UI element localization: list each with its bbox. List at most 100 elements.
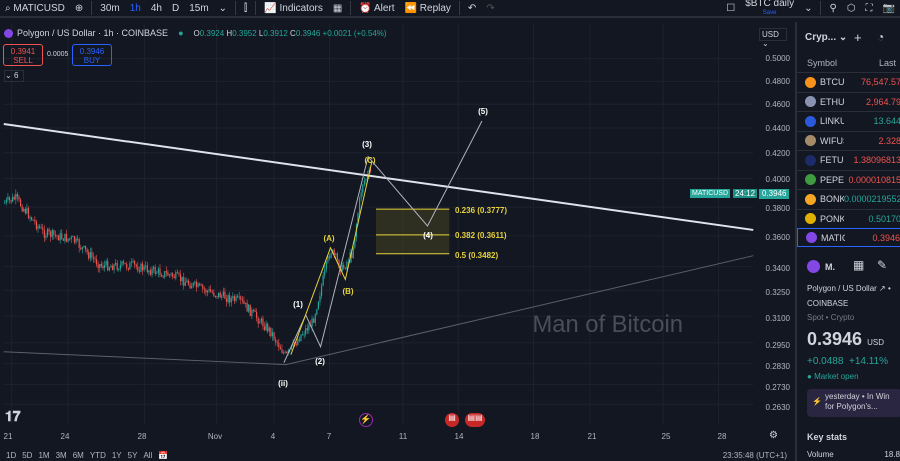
range-5d[interactable]: 5D [22,451,33,460]
time-axis[interactable]: 21 24 28 Nov 4 7 11 14 18 21 25 28 [0,428,795,444]
event-lightning-icon[interactable]: ⚡ [359,413,373,427]
detail-price: 0.3946 USD [807,329,884,350]
economic-event-us-icon[interactable]: ▤ [445,413,459,427]
currency-select[interactable]: USD ⌄ [759,28,787,48]
candle [311,318,313,327]
watchlist-symbol: WIFUSD [820,135,844,146]
range-ytd[interactable]: YTD [89,451,106,460]
tradingview-logo-icon[interactable]: 𝟏𝟕 [5,408,21,424]
alert-button[interactable]: ⏰ Alert [359,2,395,14]
interval-dropdown-icon[interactable]: ⌄ [218,2,228,14]
range-all[interactable]: All [143,451,153,460]
time-tick: 14 [454,432,464,441]
economic-event-us-group-icon[interactable]: ▤▤ [465,413,485,427]
advanced-view-icon[interactable]: ◔ [877,30,885,44]
candle [254,310,256,312]
range-1m[interactable]: 1M [38,451,50,460]
time-tick: 18 [530,432,540,441]
interval-1h[interactable]: 1h [129,2,141,14]
watchlist-row[interactable]: BONKUSD0.0000219552 [797,189,900,208]
candle-type-icon[interactable]: ⫿ [244,2,248,14]
redo-icon[interactable]: ↷ [486,2,495,14]
candle [294,342,296,344]
watchlist-row[interactable]: MATICUSD 0.3946 [797,228,900,247]
watchlist-row[interactable]: LINKUSD 13.644 [797,111,900,130]
price-tick: 0.4600 [765,100,790,109]
candle [149,270,152,275]
range-3m[interactable]: 3M [55,451,67,460]
candle [316,309,318,315]
range-5y[interactable]: 5Y [127,451,138,460]
sell-label: SELL [13,56,33,65]
legend-title[interactable]: Polygon / US Dollar · 1h · COINBASE [17,28,169,38]
save-label: Save [762,9,777,16]
watchlist-name[interactable]: Cryp... ⌄ [805,32,848,43]
news-lightning-icon: ⚡ [812,397,822,406]
candle [184,282,186,286]
fib-label-0236: 0.236 (0.3777) [455,206,508,215]
buy-button[interactable]: 0.3946 BUY [72,44,112,66]
candle [197,283,199,288]
news-item[interactable]: ⚡ yesterday • In Win for Polygon's... [807,389,900,417]
layouts-icon[interactable]: ▦ [332,2,343,14]
watchlist-row[interactable]: BTCUSD 76,547.57 [797,72,900,91]
candle [205,289,207,293]
price-tick: 0.3800 [765,204,790,213]
price-axis[interactable]: USD ⌄ 0.5000 0.4800 0.4600 0.4400 0.4200 0.40… [757,24,795,428]
trendline-upper[interactable] [3,123,754,231]
candle [126,263,128,268]
date-range-icon[interactable]: 📅 [158,451,169,460]
indicators-button[interactable]: 📈 Indicators [264,2,323,14]
grid-view-icon[interactable]: ▦ [853,258,865,272]
watchlist-row[interactable]: PEPEUSD 0.000010815 [797,169,900,189]
price-chart[interactable]: Man of Bitcoin [0,24,757,424]
fib-zone[interactable] [376,209,450,254]
edit-icon[interactable]: ✎ [877,258,888,272]
candle [249,304,251,317]
interval-30m[interactable]: 30m [100,2,120,14]
watchlist-row[interactable]: ETHUSD 2,964.79 [797,91,900,111]
watchlist-row[interactable]: FETUSD 1.38096813 [797,150,900,169]
candle [351,252,353,258]
add-symbol-icon[interactable]: ⊕ [74,2,84,14]
detail-price-value: 0.3946 [807,329,863,349]
price-tick: 0.4400 [765,124,790,133]
layout-dropdown-icon[interactable]: ⌄ [804,2,813,14]
candle [210,289,212,292]
camera-icon[interactable]: 📷 [882,2,895,14]
undo-icon[interactable]: ↶ [467,2,477,14]
candle [65,233,68,242]
candle [121,261,123,265]
fib-label-05: 0.5 (0.3482) [455,251,499,260]
layout-icon[interactable]: ☐ [726,2,736,14]
candle [179,274,182,282]
interval-15m[interactable]: 15m [189,2,209,14]
column-symbol[interactable]: Symbol [807,58,838,68]
watchlist-row[interactable]: WIFUSD 2.328 [797,130,900,150]
interval-d[interactable]: D [171,2,180,14]
candle [151,268,153,275]
candle [206,290,209,293]
add-symbol-plus-icon[interactable]: + [854,30,862,45]
range-1y[interactable]: 1Y [111,451,122,460]
candle [295,343,297,345]
trendline-lower[interactable] [3,255,754,366]
symbol-search[interactable]: ⌕ MATICUSD [5,2,65,14]
candle [23,208,25,212]
collapse-indicators-button[interactable]: ⌄ 6 [4,70,24,82]
range-1d[interactable]: 1D [6,451,17,460]
range-6m[interactable]: 6M [72,451,84,460]
fullscreen-icon[interactable]: ⛶ [865,2,873,14]
column-last[interactable]: Last [878,58,896,68]
axis-settings-icon[interactable]: ⚙ [769,430,778,441]
layout-name-button[interactable]: $BTC daily Save [740,0,799,17]
quick-search-icon[interactable]: ⚲ [829,2,837,14]
watchlist-row[interactable]: PONKEUSD 0.50170 [797,208,900,228]
replay-button[interactable]: ⏪ Replay [404,2,451,14]
wave-path-abc[interactable] [290,160,373,355]
settings-icon[interactable]: ⬡ [846,2,856,14]
candle [132,261,134,263]
sell-button[interactable]: 0.3941 SELL [3,44,43,66]
candle [308,325,310,331]
interval-4h[interactable]: 4h [150,2,162,14]
